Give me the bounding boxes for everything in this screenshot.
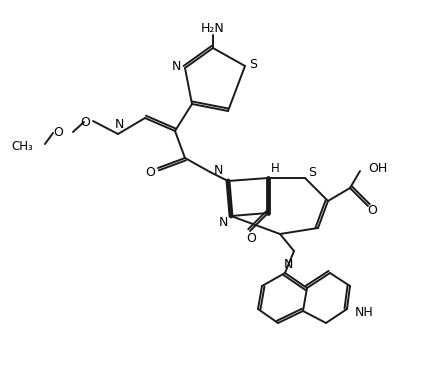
Text: N: N	[218, 217, 228, 229]
Text: S: S	[308, 165, 316, 179]
Text: O: O	[80, 115, 90, 129]
Text: H: H	[271, 162, 280, 176]
Text: O: O	[53, 126, 63, 139]
Text: H₂N: H₂N	[201, 21, 225, 35]
Text: S: S	[249, 58, 257, 71]
Text: N: N	[115, 118, 124, 132]
Text: CH₃: CH₃	[11, 141, 33, 153]
Text: N: N	[171, 59, 181, 73]
Text: N: N	[213, 164, 223, 176]
Text: N: N	[283, 259, 293, 271]
Text: OH: OH	[368, 162, 387, 174]
Text: O: O	[367, 205, 377, 217]
Text: O: O	[246, 232, 256, 246]
Text: NH: NH	[355, 305, 374, 318]
Text: O: O	[145, 165, 155, 179]
